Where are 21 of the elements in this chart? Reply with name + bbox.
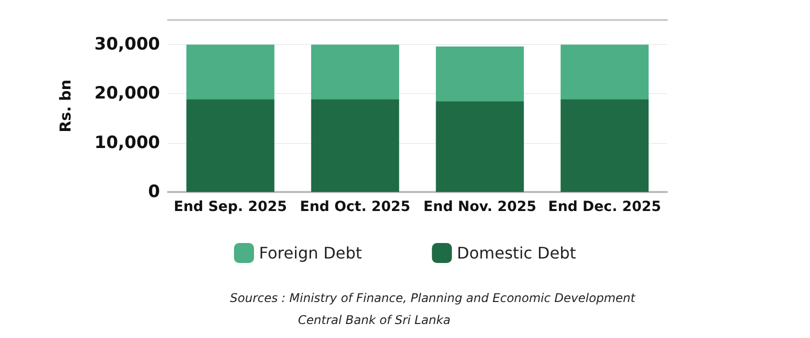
x-tick-label: End Sep. 2025 <box>174 199 287 215</box>
bar <box>186 44 274 100</box>
x-tick-label: End Oct. 2025 <box>300 199 410 215</box>
x-tick-label: End Dec. 2025 <box>548 199 662 215</box>
y-tick-label: 10,000 <box>94 132 160 153</box>
y-tick-label: 20,000 <box>94 84 160 104</box>
legend-label: Foreign Debt <box>259 244 362 262</box>
bar <box>436 101 524 192</box>
bar <box>436 46 524 102</box>
y-axis-title: Rs. bn <box>56 80 74 132</box>
bar <box>186 99 274 192</box>
bar <box>311 44 400 100</box>
legend-label: Domestic Debt <box>456 244 576 262</box>
x-tick-label: End Nov. 2025 <box>423 199 536 215</box>
bar <box>560 44 649 100</box>
source-note: Sources : Ministry of Finance, Planning and Economic Development <box>230 291 637 305</box>
y-tick-label: 30,000 <box>94 34 160 55</box>
y-tick-label: 0 <box>148 182 160 202</box>
bar <box>311 99 400 192</box>
bar <box>560 99 649 192</box>
text: Central Bank of Sri Lanka <box>298 313 450 327</box>
